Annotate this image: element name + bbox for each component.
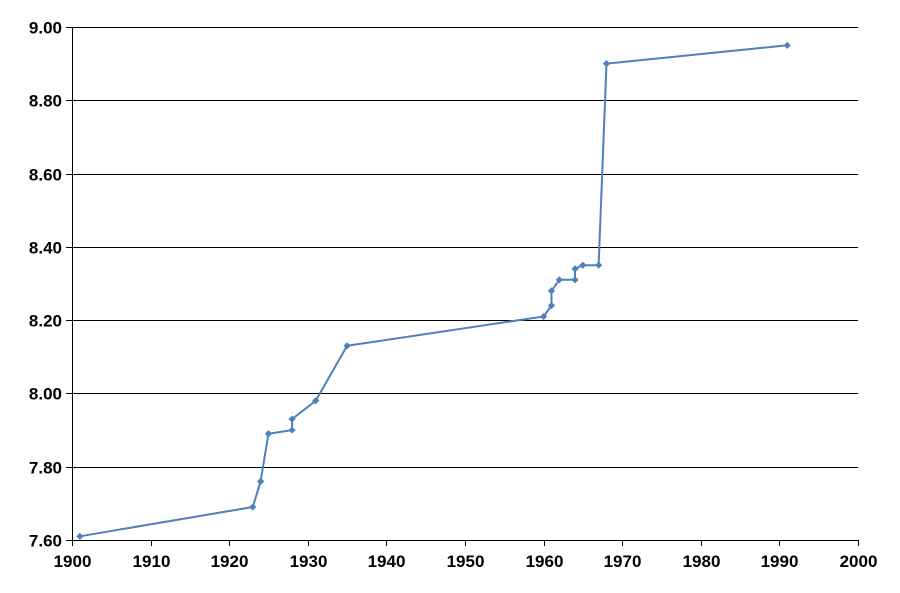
data-point-4 bbox=[288, 426, 296, 434]
gridlines bbox=[72, 27, 858, 541]
data-point-15 bbox=[595, 261, 603, 269]
data-point-11 bbox=[555, 276, 563, 284]
y-tick-label: 8.80 bbox=[29, 92, 62, 111]
axes bbox=[66, 27, 859, 546]
x-tick-label: 2000 bbox=[840, 552, 878, 571]
y-tick-label: 8.60 bbox=[29, 166, 62, 185]
x-axis-tick-labels: 1900 1910 1920 1930 1940 1950 1960 1970 1980 1990… bbox=[54, 552, 878, 571]
y-tick-label: 8.00 bbox=[29, 385, 62, 404]
y-tick-label: 7.80 bbox=[29, 459, 62, 478]
x-tick-label: 1940 bbox=[368, 552, 406, 571]
x-tick-label: 1910 bbox=[133, 552, 171, 571]
y-tick-label: 8.40 bbox=[29, 239, 62, 258]
series-layer bbox=[76, 41, 791, 540]
x-tick-label: 1900 bbox=[54, 552, 92, 571]
x-tick-label: 1980 bbox=[683, 552, 721, 571]
y-axis-tick-labels: 7.60 7.80 8.00 8.20 8.40 8.60 8.80 9.00 bbox=[29, 19, 62, 551]
x-tick-label: 1990 bbox=[761, 552, 799, 571]
data-point-6 bbox=[312, 397, 320, 405]
series-line-0 bbox=[79, 44, 788, 538]
data-point-16 bbox=[602, 60, 611, 68]
x-tick-label: 1930 bbox=[290, 552, 328, 571]
data-point-2 bbox=[257, 477, 265, 485]
data-point-8 bbox=[540, 312, 548, 321]
data-point-0 bbox=[76, 532, 84, 540]
y-tick-label: 9.00 bbox=[29, 19, 62, 38]
data-point-9 bbox=[547, 301, 556, 310]
x-tick-label: 1950 bbox=[447, 552, 485, 571]
x-tick-label: 1920 bbox=[211, 552, 249, 571]
data-point-7 bbox=[343, 342, 351, 350]
data-point-12 bbox=[571, 276, 579, 284]
data-point-14 bbox=[579, 261, 587, 269]
data-point-10 bbox=[547, 287, 556, 295]
data-point-3 bbox=[264, 430, 273, 438]
data-point-1 bbox=[249, 503, 257, 511]
data-point-5 bbox=[288, 415, 296, 423]
y-tick-label: 8.20 bbox=[29, 312, 62, 331]
data-point-17 bbox=[783, 41, 791, 49]
x-tick-label: 1960 bbox=[526, 552, 564, 571]
data-point-13 bbox=[571, 265, 579, 273]
x-tick-label: 1970 bbox=[604, 552, 642, 571]
y-tick-label: 7.60 bbox=[29, 532, 62, 551]
